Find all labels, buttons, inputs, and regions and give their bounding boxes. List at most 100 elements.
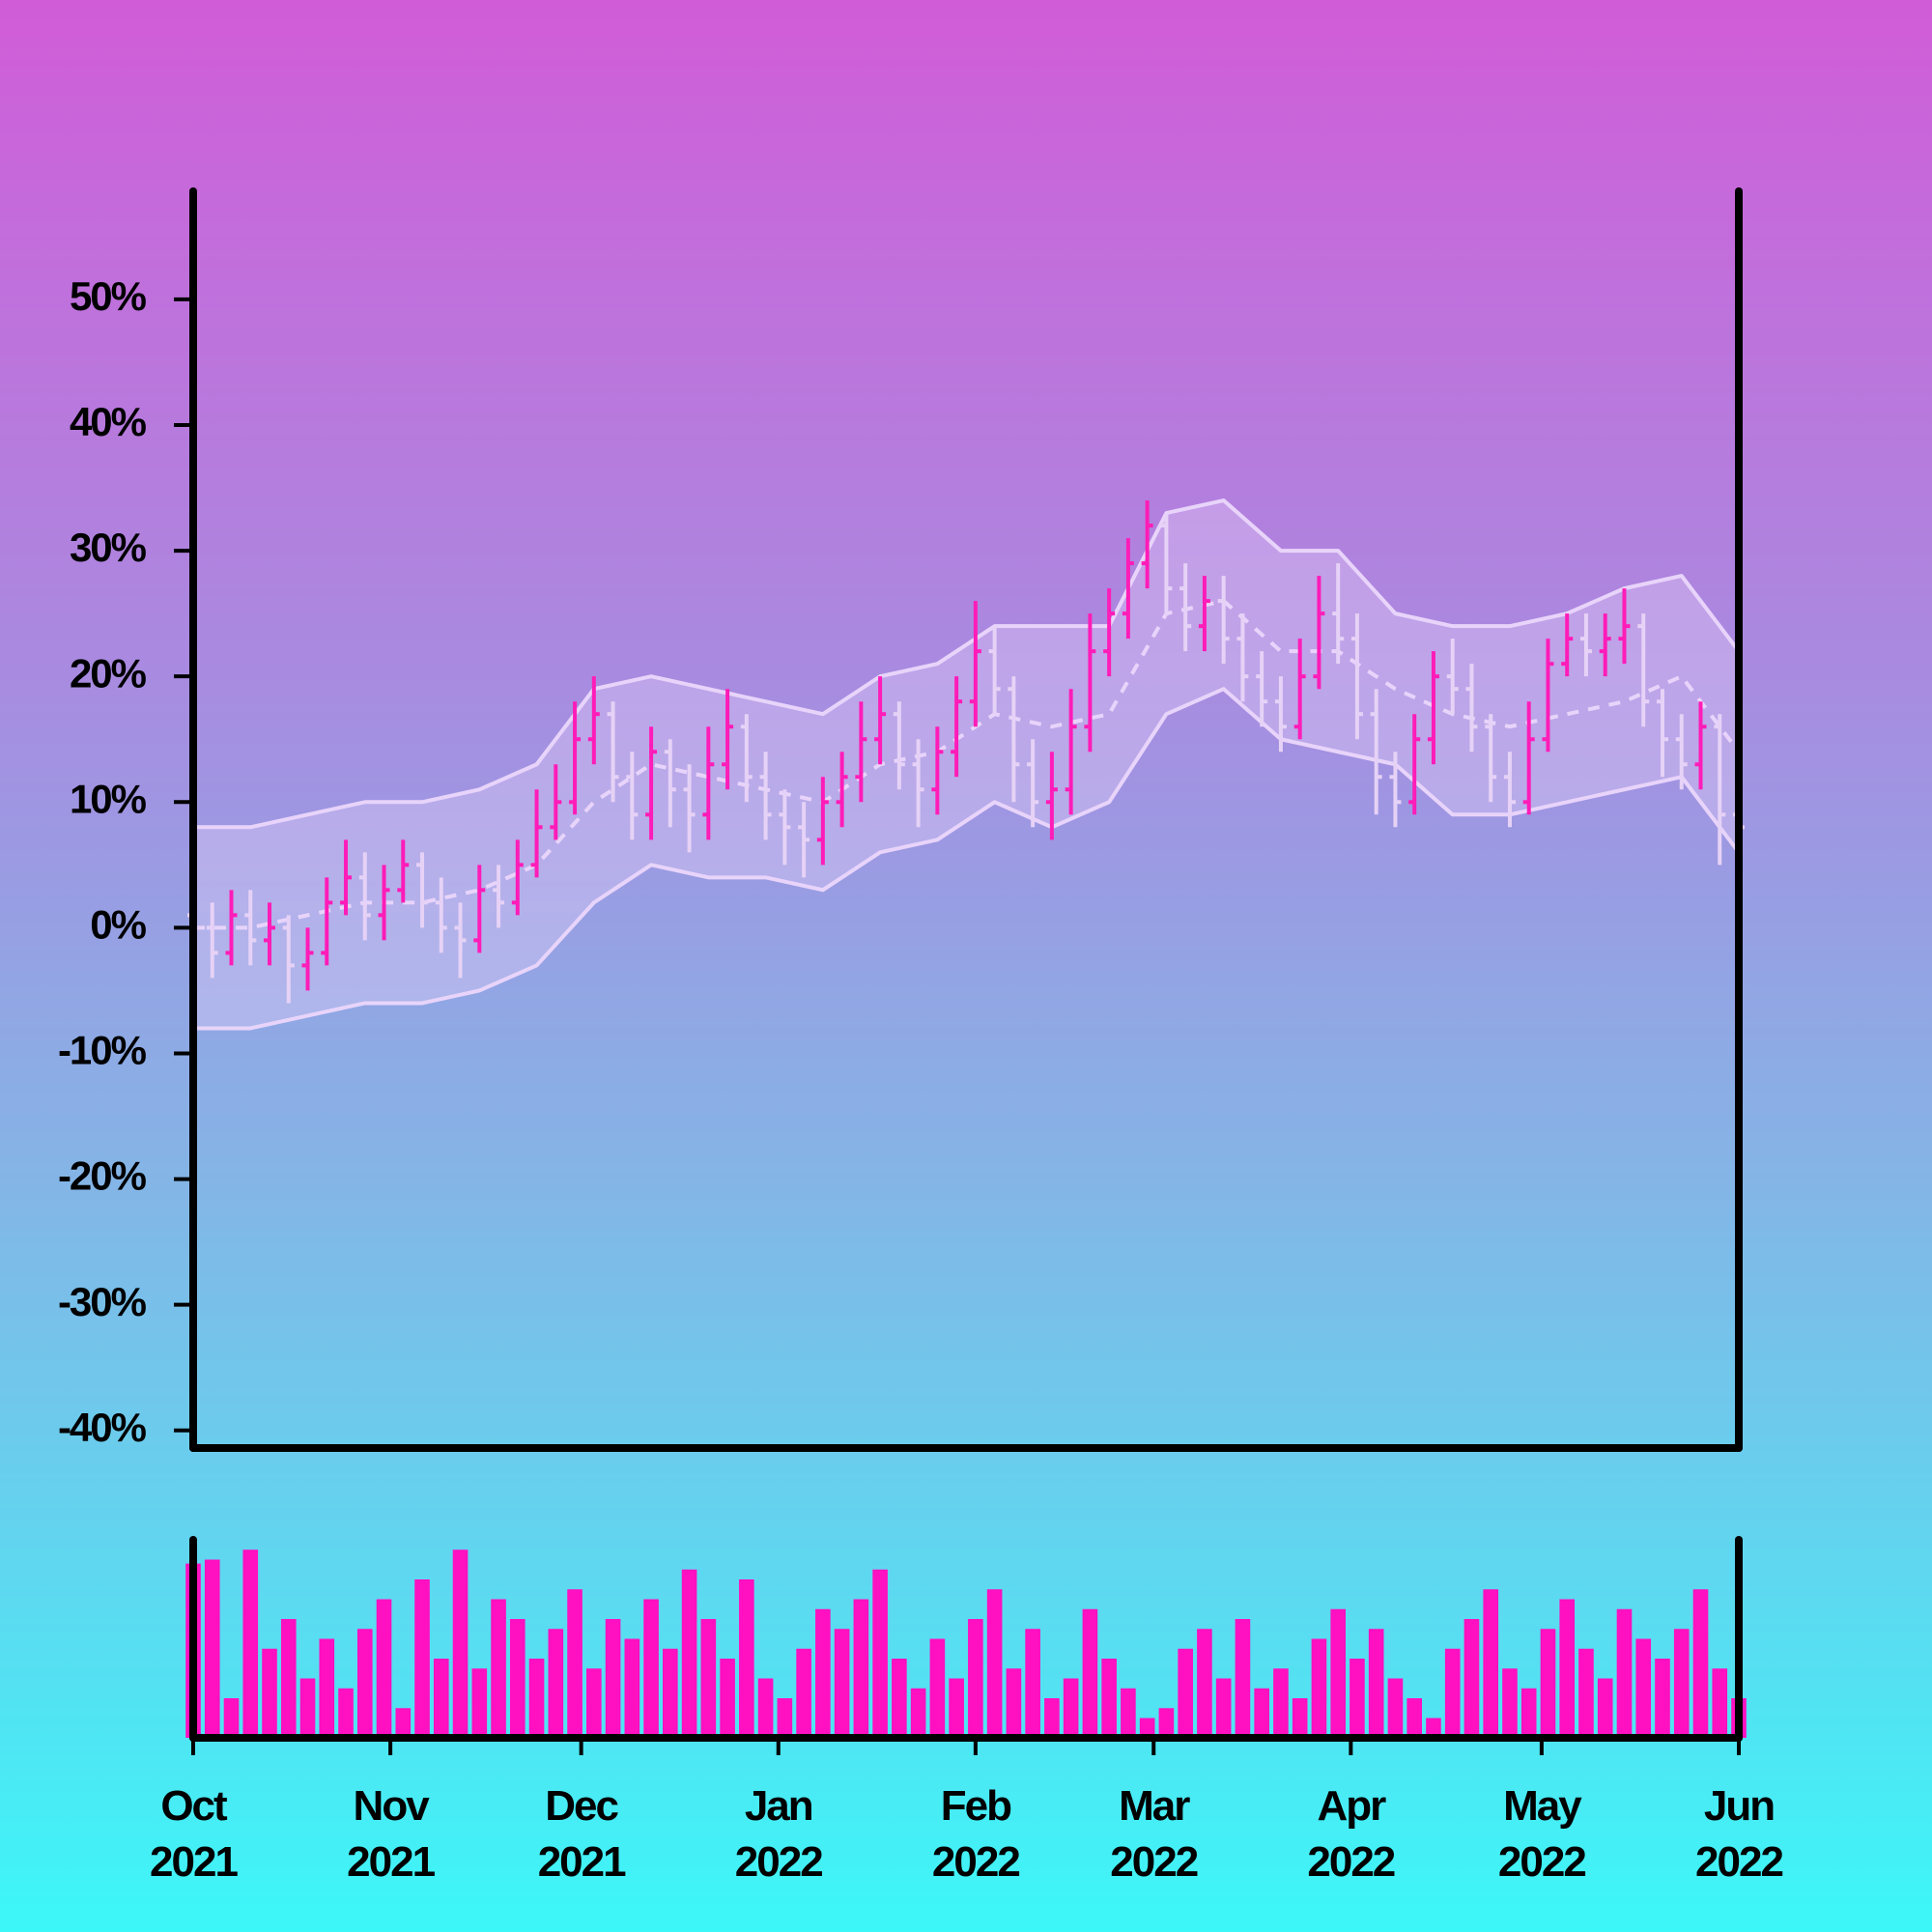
volume-bar [1712, 1668, 1728, 1738]
volume-bar [1273, 1668, 1289, 1738]
volume-bar [739, 1579, 754, 1738]
volume-bar [433, 1659, 449, 1738]
y-tick-label: -30% [58, 1279, 147, 1324]
volume-bar [1559, 1599, 1576, 1738]
x-tick-label: Dec 2021 [537, 1782, 627, 1886]
volume-bar [700, 1619, 717, 1738]
volume-bar [605, 1619, 621, 1738]
volume-bar [892, 1659, 907, 1738]
volume-bar [491, 1599, 506, 1738]
volume-bar [242, 1549, 259, 1738]
volume-bar [1139, 1718, 1155, 1738]
x-tick-label: Mar 2022 [1110, 1782, 1199, 1886]
volume-bar [663, 1648, 678, 1738]
volume-bar [929, 1638, 946, 1738]
band-lower [193, 687, 1741, 1031]
volume-bar [1502, 1668, 1518, 1738]
volume-bar [376, 1599, 392, 1738]
volume-bar [414, 1579, 430, 1738]
volume-bar [1215, 1678, 1232, 1738]
volume-bar [872, 1569, 888, 1738]
volume-bar [280, 1619, 297, 1738]
volume-bar [1578, 1648, 1594, 1738]
y-tick-label: 0% [90, 901, 146, 947]
volume-bar [720, 1659, 735, 1738]
y-tick-label: 40% [70, 399, 147, 444]
volume-bar [1044, 1698, 1060, 1738]
volume-bar [1235, 1619, 1251, 1738]
volume-bar [319, 1638, 335, 1738]
volume-bar [395, 1708, 412, 1738]
volume-bar [1387, 1678, 1404, 1738]
volume-bar [1540, 1629, 1556, 1738]
volume-bar [1082, 1608, 1098, 1738]
volume-bar [1444, 1648, 1461, 1738]
volume-bar [1426, 1718, 1441, 1738]
volume-bar [1520, 1688, 1537, 1738]
volume-bar [1597, 1678, 1613, 1738]
volume-bar [1350, 1659, 1365, 1738]
volume-bar [624, 1638, 640, 1738]
band-middle [193, 599, 1741, 930]
volume-bar [910, 1688, 926, 1738]
volume-bar [1197, 1629, 1212, 1738]
volume-bar [1292, 1698, 1308, 1738]
volume-bar [567, 1589, 582, 1738]
y-tick-label: 10% [70, 776, 147, 821]
volume-bar [1330, 1608, 1346, 1738]
volume-bar [681, 1569, 697, 1738]
volume-bar [1178, 1648, 1193, 1738]
volume-bar [1463, 1619, 1480, 1738]
volume-bar [1121, 1688, 1136, 1738]
volume-bar [1101, 1659, 1117, 1738]
y-tick-label: -20% [58, 1153, 147, 1199]
volume-bar [1254, 1688, 1269, 1738]
y-tick-label: -40% [58, 1405, 147, 1450]
volume-bar [356, 1629, 373, 1738]
volume-bar [262, 1648, 277, 1738]
volume-bar [643, 1599, 659, 1738]
volume-bar [1025, 1629, 1040, 1738]
volume-bar [471, 1668, 488, 1738]
volume-bar [1311, 1638, 1327, 1738]
volume-bar [338, 1688, 354, 1738]
band-area [193, 500, 1739, 1029]
volume-bar [204, 1559, 220, 1738]
y-tick-label: -10% [58, 1028, 147, 1073]
y-tick-label: 50% [70, 273, 147, 319]
band-upper [193, 498, 1741, 830]
volume-bar [1006, 1668, 1022, 1738]
x-tick-label: Apr 2022 [1307, 1782, 1396, 1886]
volume-bar [1406, 1698, 1423, 1738]
volume-bar [1063, 1678, 1079, 1738]
volume-bar [1616, 1608, 1633, 1738]
volume-bar [1158, 1708, 1175, 1738]
x-tick-label: Jan 2022 [734, 1782, 824, 1886]
volume-bar [853, 1599, 869, 1738]
volume-bar [949, 1678, 964, 1738]
x-tick-label: May 2022 [1497, 1782, 1587, 1886]
volume-bar [223, 1698, 240, 1738]
volume-bar [299, 1678, 316, 1738]
x-tick-label: Oct 2021 [150, 1782, 239, 1886]
y-tick-label: 20% [70, 650, 147, 696]
x-tick-label: Nov 2021 [347, 1782, 436, 1886]
volume-bar [757, 1678, 774, 1738]
x-tick-label: Jun 2022 [1695, 1782, 1784, 1886]
volume-bar [986, 1589, 1003, 1738]
volume-bar [1368, 1629, 1384, 1738]
volume-bar [968, 1619, 983, 1738]
x-tick-label: Feb 2022 [931, 1782, 1021, 1886]
volume-bar [586, 1668, 602, 1738]
volume-bar [1692, 1589, 1709, 1738]
volume-bar [528, 1659, 545, 1738]
volume-bar [815, 1608, 831, 1738]
volume-bar [834, 1629, 850, 1738]
volume-bar [548, 1629, 564, 1738]
volume-bar [509, 1619, 526, 1738]
volume-bar [1673, 1629, 1690, 1738]
y-tick-label: 30% [70, 525, 147, 570]
volume-bar [1483, 1589, 1499, 1738]
